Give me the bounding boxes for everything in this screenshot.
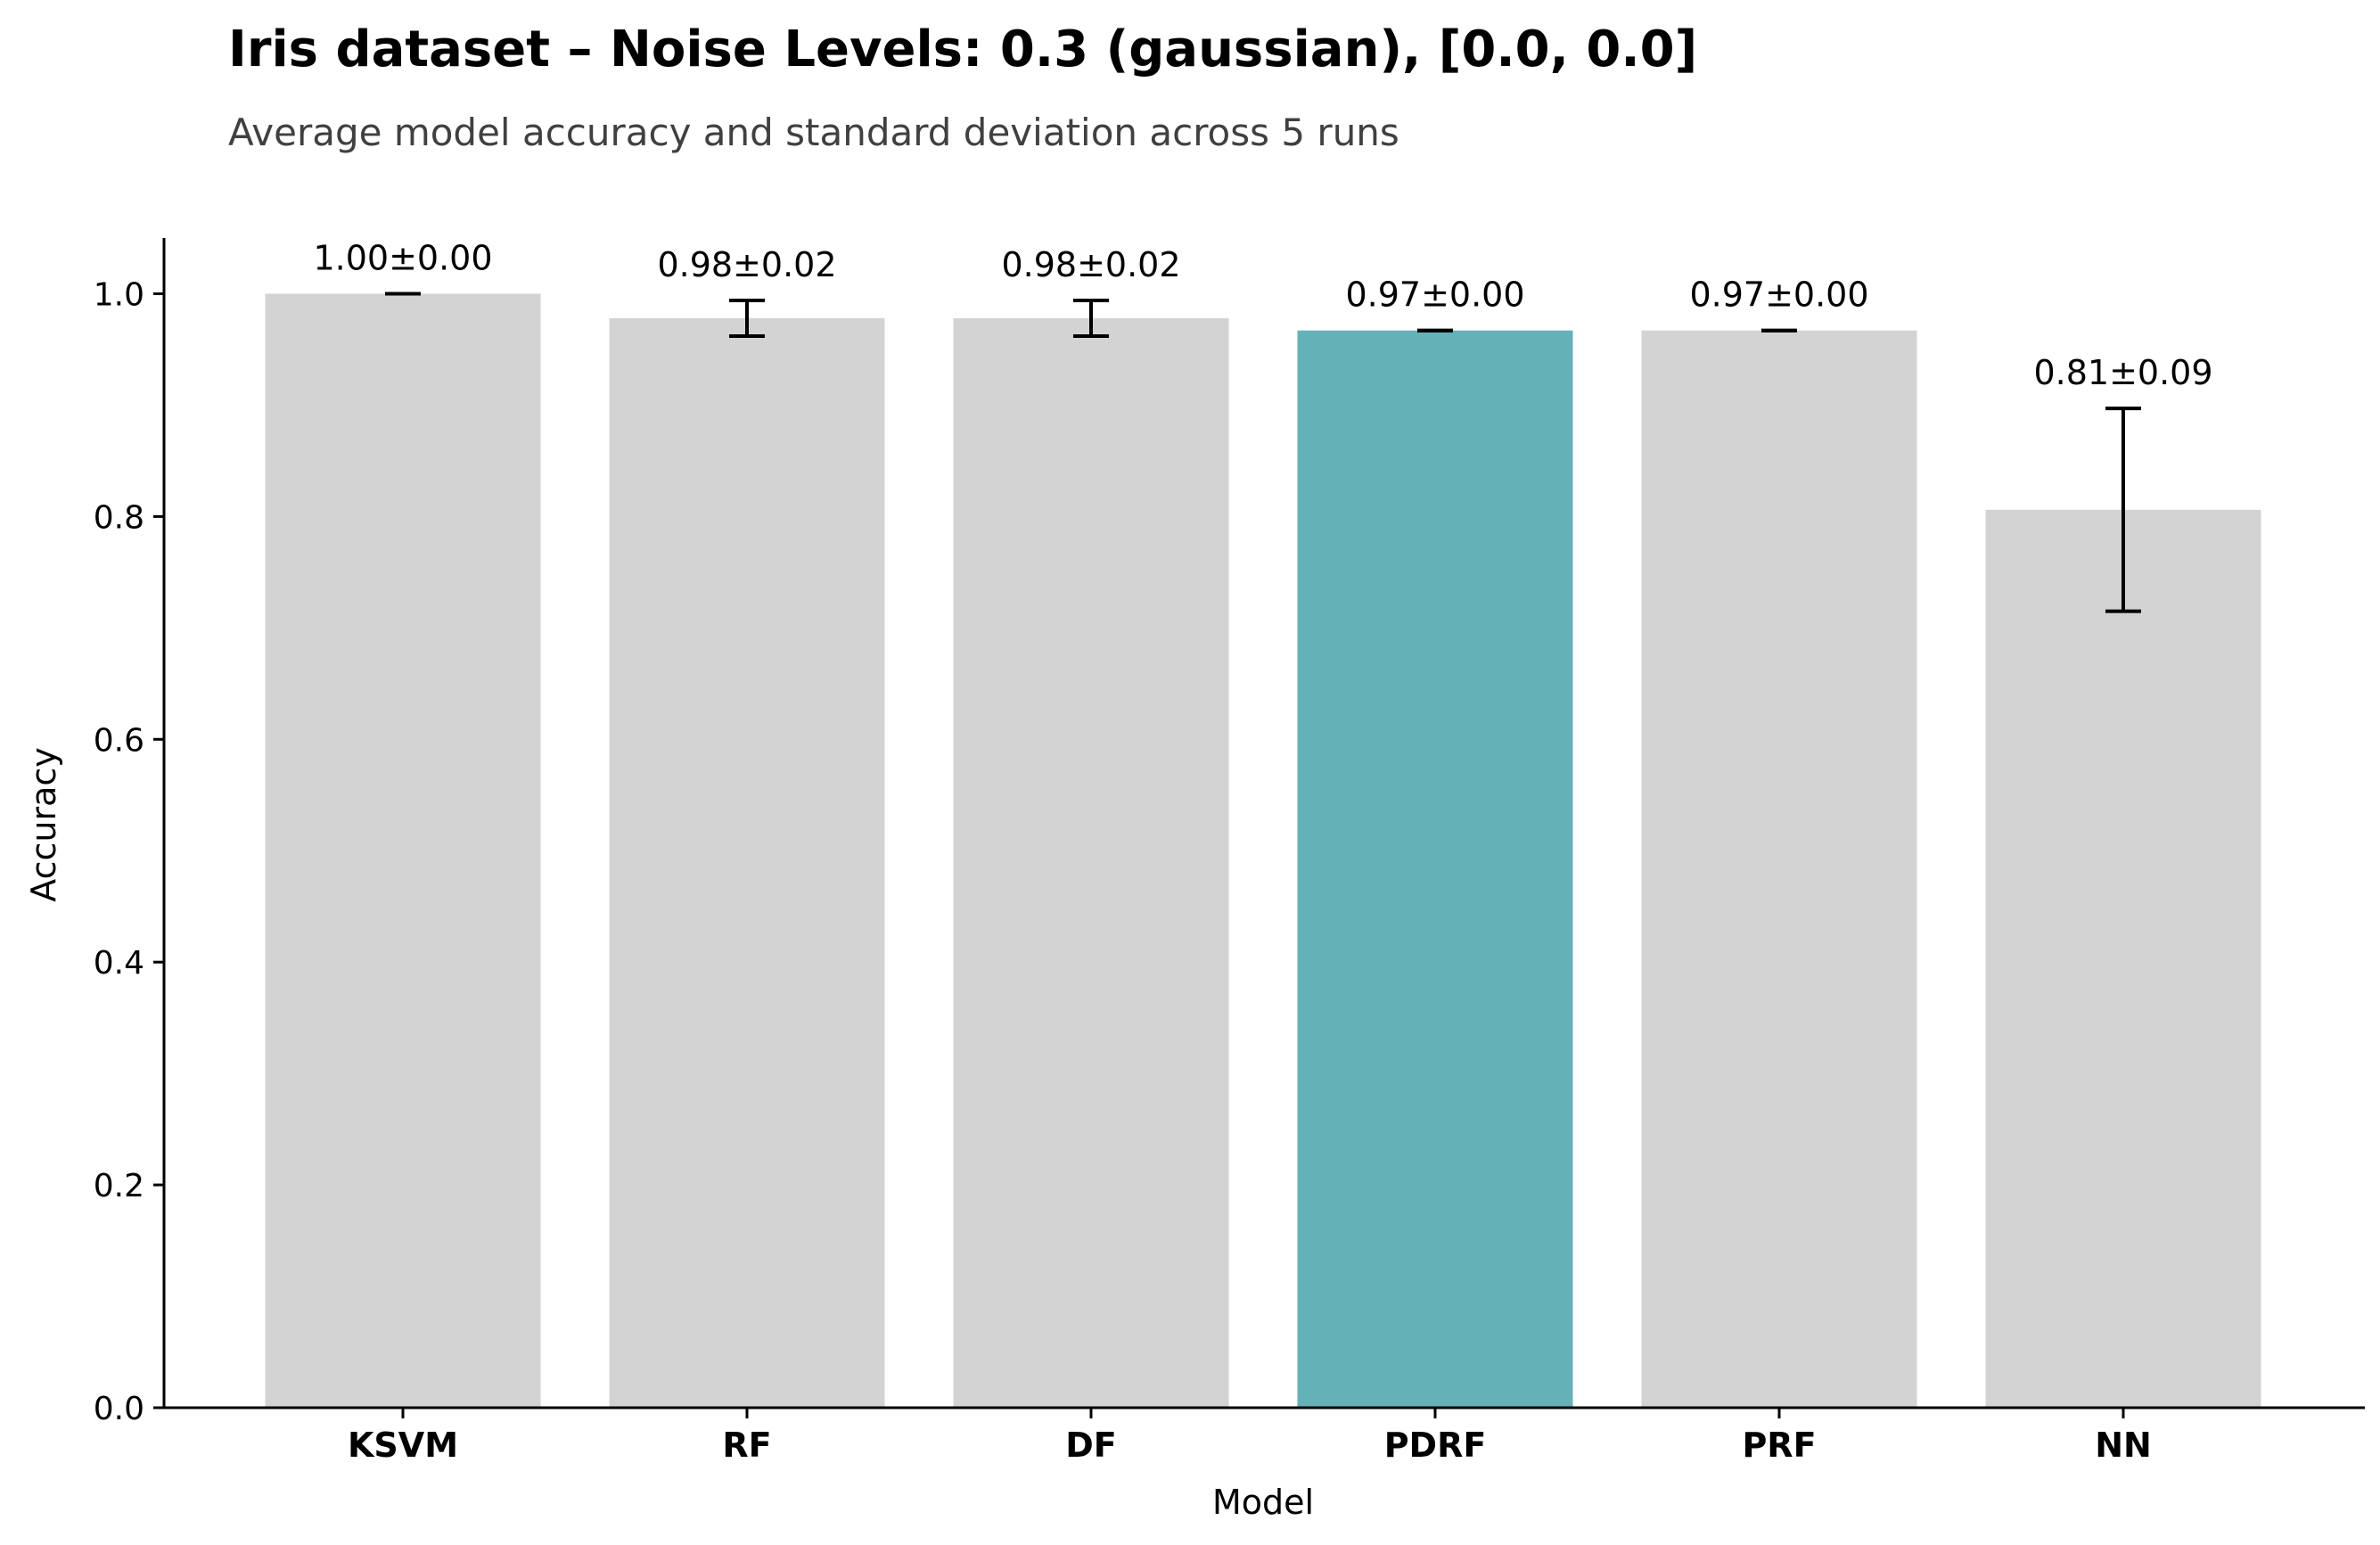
y-tick-label: 1.0 [94, 276, 144, 313]
chart-title: Iris dataset – Noise Levels: 0.3 (gaussi… [228, 21, 1697, 78]
x-tick-label-rf: RF [722, 1426, 771, 1465]
bar-nn [1985, 509, 2261, 1408]
y-tick-label: 0.8 [94, 499, 144, 536]
bar-rf [609, 317, 885, 1409]
data-label-pdrf: 0.97±0.00 [1345, 275, 1524, 315]
y-tick-label: 0.4 [94, 945, 144, 982]
bar-df [953, 317, 1229, 1409]
x-tick-label-ksvm: KSVM [348, 1426, 458, 1465]
bar-prf [1641, 330, 1917, 1409]
chart-subtitle: Average model accuracy and standard devi… [228, 111, 1399, 154]
data-label-prf: 0.97±0.00 [1689, 275, 1868, 315]
data-label-df: 0.98±0.02 [1001, 245, 1180, 284]
y-axis-label: Accuracy [24, 747, 63, 902]
data-label-ksvm: 1.00±0.00 [313, 238, 492, 277]
data-label-rf: 0.98±0.02 [657, 245, 836, 284]
plot-area: 1.00±0.00 KSVM 0.98±0.02 RF 0.98±0.02 DF 0.97±… [94, 238, 2365, 1465]
data-label-nn: 0.81±0.09 [2033, 353, 2212, 392]
x-tick-label-nn: NN [2095, 1426, 2152, 1465]
bar-pdrf [1297, 330, 1573, 1409]
x-tick-label-df: DF [1065, 1426, 1117, 1465]
y-tick-label: 0.6 [94, 722, 144, 759]
x-tick-label-pdrf: PDRF [1384, 1426, 1487, 1465]
bar-ksvm [265, 293, 541, 1408]
y-tick-label: 0.2 [94, 1168, 144, 1204]
x-axis-label: Model [1212, 1483, 1314, 1522]
y-tick-label: 0.0 [94, 1391, 144, 1427]
x-tick-label-prf: PRF [1742, 1426, 1816, 1465]
